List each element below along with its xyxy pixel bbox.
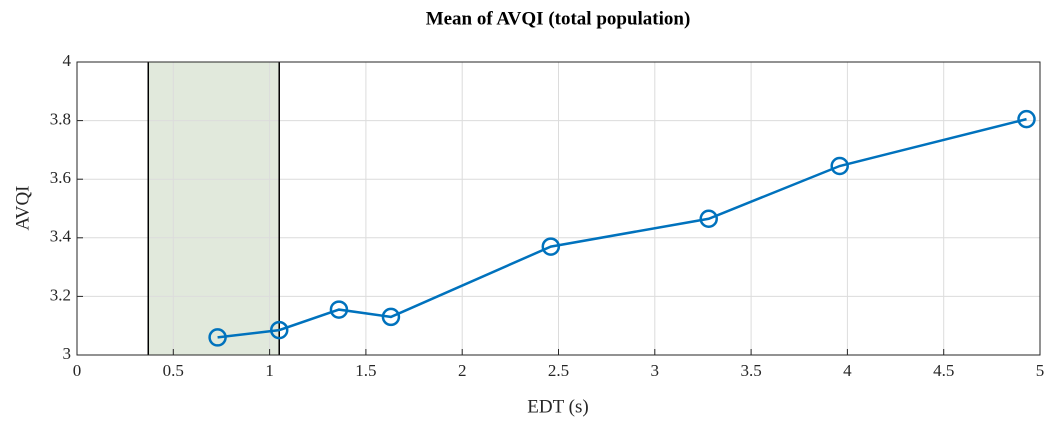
x-tick-label: 1.5 [355,361,376,380]
chart-title: Mean of AVQI (total population) [426,8,691,29]
data-point [381,307,401,327]
x-tick-label: 3 [651,361,660,380]
data-point [1017,109,1036,129]
x-tick-label: 0.5 [163,361,184,380]
data-point [208,328,227,347]
x-axis-label: EDT (s) [527,396,588,417]
data-point [830,156,849,176]
x-tick-label: 1 [265,361,274,380]
y-tick-label: 3.4 [50,227,72,246]
y-tick-label: 3 [63,344,72,363]
data-point [269,320,289,340]
y-tick-label: 3.2 [50,285,71,304]
x-tick-label: 2 [458,361,467,380]
x-tick-label: 0 [73,361,82,380]
series-line [217,117,1027,339]
y-axis-label: AVQI [12,185,33,230]
y-tick-label: 3.6 [50,168,71,187]
shaded-region [148,62,280,355]
data-point [699,209,718,229]
data-point [329,300,349,319]
data-point [541,237,561,256]
x-tick-label: 4 [843,361,852,380]
x-tick-label: 4.5 [933,361,954,380]
x-tick-label: 3.5 [740,361,761,380]
x-tick-label: 2.5 [548,361,569,380]
y-tick-label: 3.8 [50,110,71,129]
y-tick-label: 4 [63,51,72,70]
plot-frame [76,61,1041,356]
x-tick-label: 5 [1036,361,1045,380]
